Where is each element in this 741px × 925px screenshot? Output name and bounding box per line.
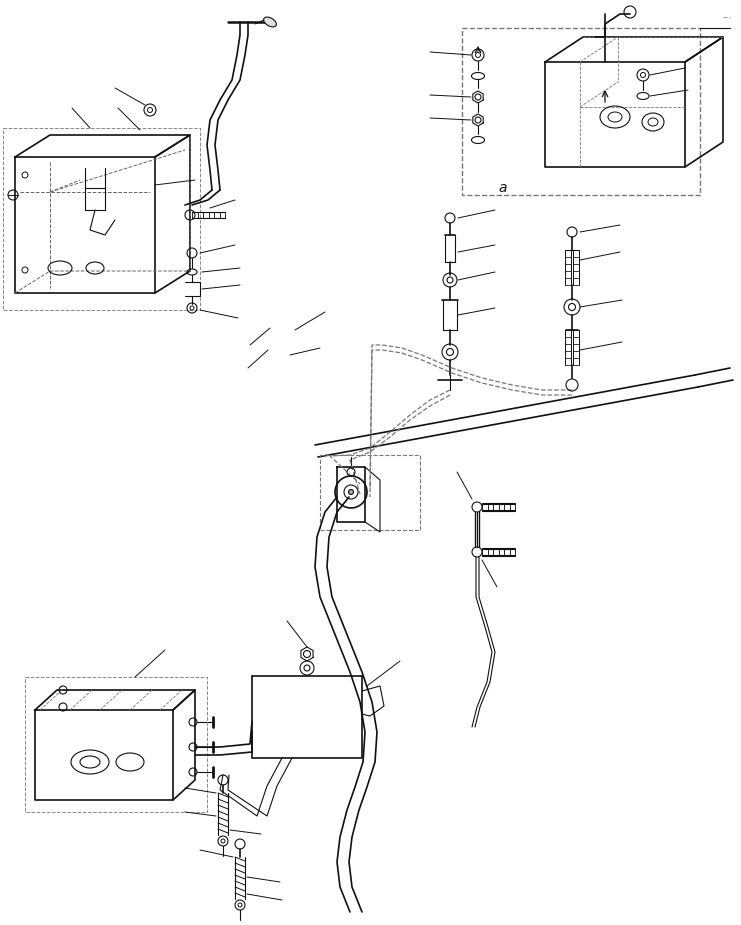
Text: a: a [499, 181, 508, 195]
Circle shape [348, 489, 353, 495]
Ellipse shape [264, 17, 276, 27]
